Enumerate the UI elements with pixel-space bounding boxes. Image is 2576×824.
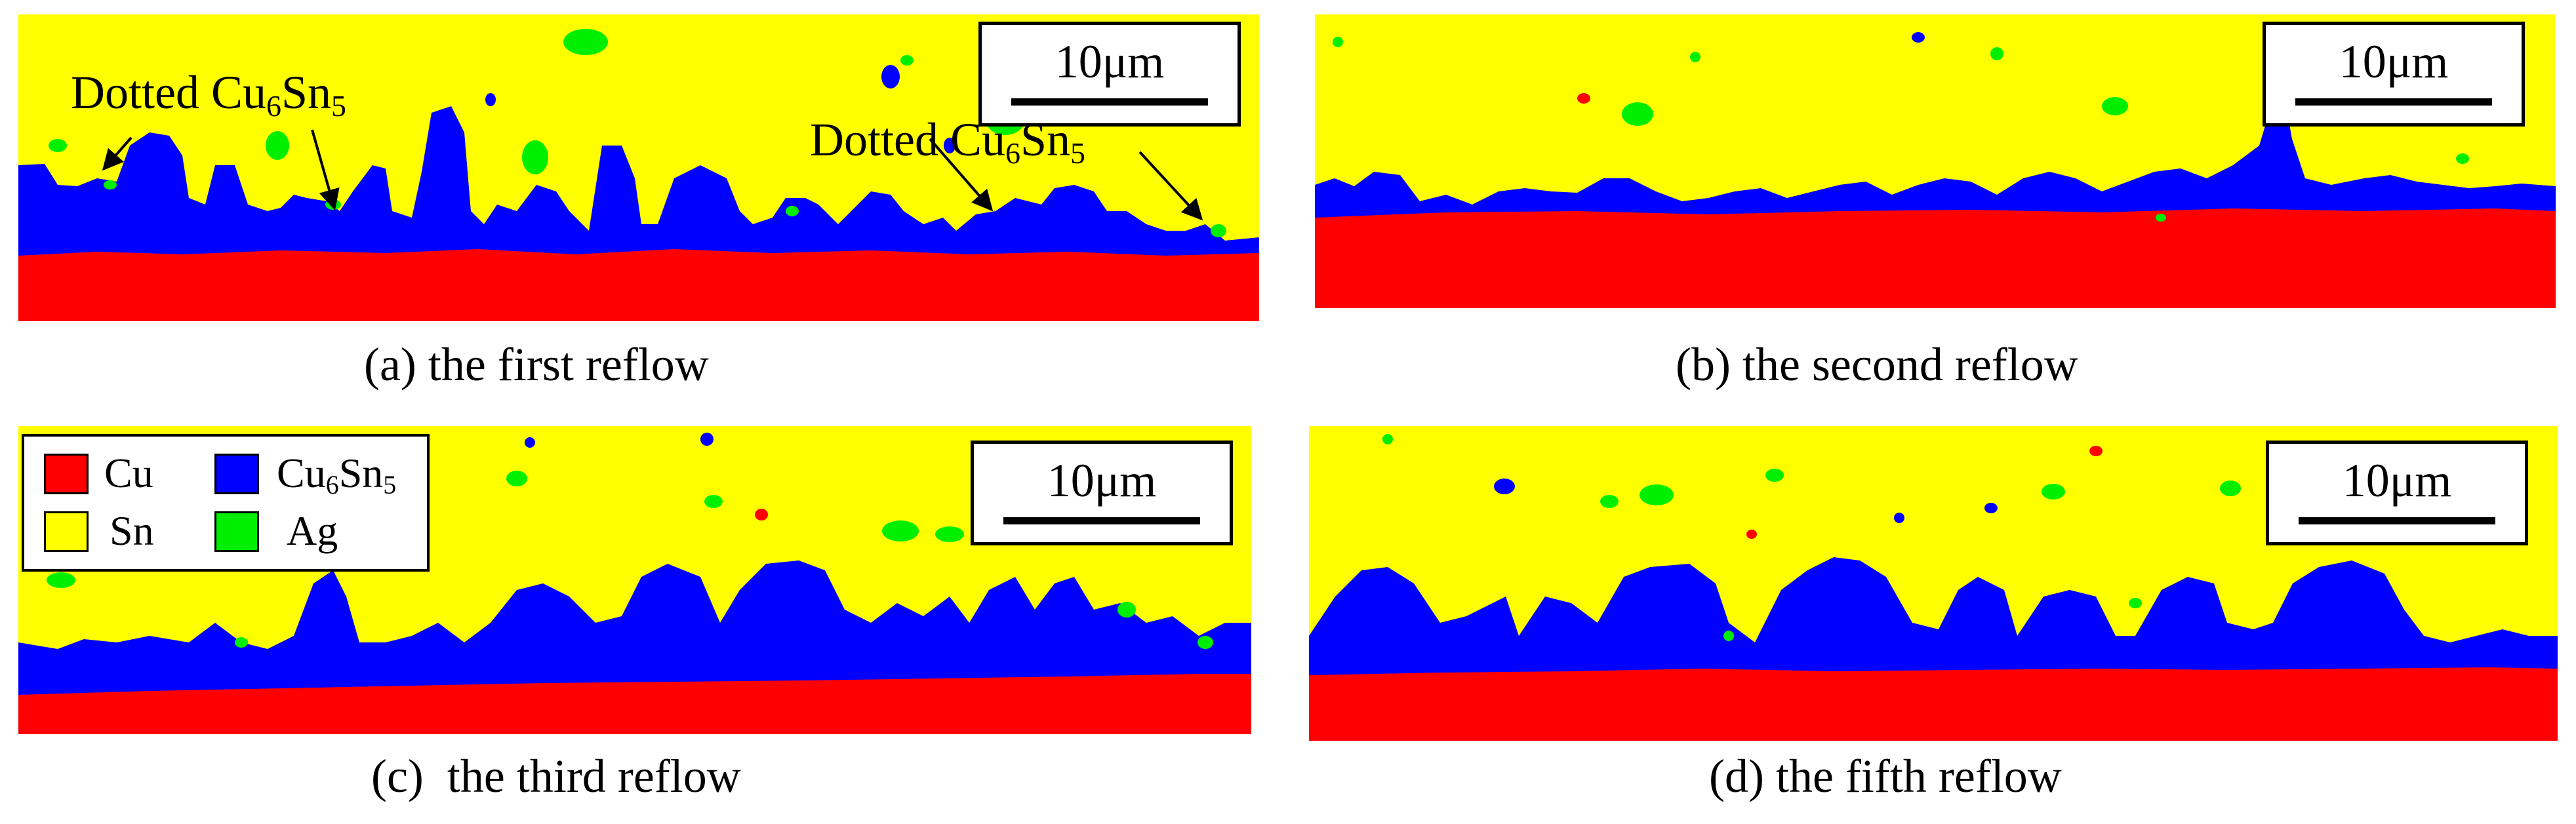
legend-swatch-sn: [44, 511, 89, 552]
legend-label-sn: Sn: [110, 507, 154, 554]
caption-a: (a) the first reflow: [364, 338, 709, 391]
cu6sn5-particles: [525, 433, 714, 448]
cu-substrate: [18, 674, 1251, 734]
legend-label-cu: Cu: [104, 450, 153, 496]
scale-bar-d: 10μm: [2266, 441, 2528, 545]
panel-a: 10μm Dotted Cu6Sn5 Dotted Cu6Sn5: [18, 14, 1259, 321]
scale-bar-line: [1003, 517, 1200, 524]
cu-substrate: [1315, 208, 2556, 308]
scale-bar-b: 10μm: [2263, 22, 2525, 127]
scale-bar-label: 10μm: [1055, 35, 1165, 88]
scale-bar-line: [2295, 98, 2492, 106]
caption-b: (b) the second reflow: [1676, 338, 2078, 391]
legend-swatch-cu: [44, 454, 89, 494]
panel-d: 10μm: [1309, 426, 2558, 741]
cu-substrate: [1309, 667, 2558, 741]
cu-particles: [1746, 446, 2103, 539]
scale-bar-label: 10μm: [2342, 454, 2452, 507]
ag-particles: [1333, 37, 2469, 222]
panel-c: 10μm: [18, 426, 1251, 734]
phase-map-d: [1309, 426, 2558, 741]
scale-bar-c: 10μm: [971, 441, 1233, 545]
caption-c: (c) the third reflow: [371, 750, 741, 802]
caption-d: (d) the fifth reflow: [1709, 750, 2062, 802]
cu-particles: [1577, 93, 1590, 104]
legend-swatch-ag: [214, 511, 259, 552]
ag-particles: [47, 471, 1213, 649]
scale-bar-line: [2299, 517, 2495, 524]
scale-bar-line: [1011, 98, 1208, 106]
annotation-dotted-cu6sn5-right: Dotted Cu6Sn5: [810, 113, 1086, 170]
scale-bar-a: 10μm: [978, 22, 1241, 127]
cu-substrate: [18, 249, 1259, 321]
panel-b: 10μm: [1315, 14, 2556, 308]
ag-particles: [49, 29, 1226, 237]
scale-bar-label: 10μm: [2339, 35, 2449, 88]
annotation-dotted-cu6sn5-left: Dotted Cu6Sn5: [71, 66, 347, 123]
phase-legend: Cu Cu6Sn5 Sn Ag: [22, 434, 430, 572]
legend-swatch-cu6sn5: [214, 454, 259, 494]
cu-particles: [755, 509, 768, 520]
legend-label-cu6sn5: Cu6Sn5: [277, 450, 397, 500]
scale-bar-label: 10μm: [1047, 454, 1157, 507]
legend-label-ag: Ag: [287, 507, 338, 554]
